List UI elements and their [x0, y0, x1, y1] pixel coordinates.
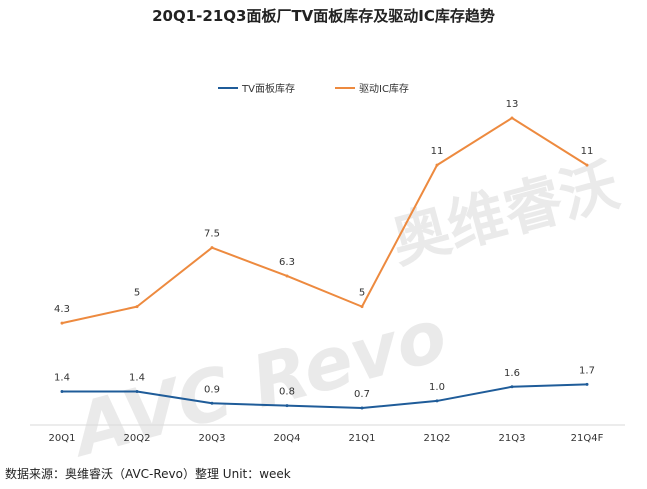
legend-label-tv-panel: TV面板库存	[241, 82, 295, 95]
data-label-driver-ic: 5	[134, 288, 140, 299]
data-point-driver-ic	[60, 321, 64, 325]
x-tick-label: 21Q2	[424, 433, 451, 444]
data-label-tv-panel: 1.7	[579, 365, 595, 376]
x-tick-label: 21Q3	[499, 433, 526, 444]
x-tick-label: 21Q4F	[571, 433, 604, 444]
x-tick-label: 20Q3	[199, 433, 226, 444]
data-label-tv-panel: 1.4	[129, 372, 145, 383]
data-point-driver-ic	[285, 274, 289, 278]
data-point-tv-panel	[360, 406, 364, 410]
data-point-driver-ic	[435, 163, 439, 167]
data-label-tv-panel: 1.4	[54, 372, 70, 383]
data-label-tv-panel: 1.6	[504, 368, 520, 379]
series-line-tv-panel	[62, 383, 588, 409]
data-label-tv-panel: 0.7	[354, 389, 370, 400]
svg-text:奥维睿沃: 奥维睿沃	[384, 150, 626, 276]
data-point-tv-panel	[210, 401, 214, 405]
data-label-tv-panel: 0.9	[204, 384, 220, 395]
data-point-tv-panel	[60, 389, 64, 393]
x-tick-label: 20Q2	[124, 433, 151, 444]
x-tick-label: 21Q1	[349, 433, 376, 444]
legend-label-driver-ic: 驱动IC库存	[359, 82, 409, 95]
data-point-driver-ic	[360, 305, 364, 309]
data-point-driver-ic	[510, 116, 514, 120]
source-note: 数据来源：奥维睿沃（AVC-Revo）整理 Unit：week	[5, 467, 291, 481]
data-point-tv-panel	[510, 385, 514, 389]
data-label-driver-ic: 5	[359, 288, 365, 299]
data-label-driver-ic: 6.3	[279, 257, 295, 268]
data-label-driver-ic: 4.3	[54, 304, 70, 315]
data-point-tv-panel	[435, 399, 439, 403]
data-label-tv-panel: 1.0	[429, 382, 445, 393]
data-point-driver-ic	[135, 305, 139, 309]
x-tick-label: 20Q4	[274, 433, 301, 444]
svg-text:AVC Revo: AVC Revo	[60, 292, 455, 473]
data-point-tv-panel	[285, 404, 289, 408]
data-point-tv-panel	[135, 389, 139, 393]
data-point-tv-panel	[585, 382, 589, 386]
x-tick-label: 20Q1	[49, 433, 76, 444]
data-point-driver-ic	[210, 246, 214, 250]
data-label-driver-ic: 11	[431, 146, 444, 157]
series-line-driver-ic	[61, 116, 588, 325]
data-point-driver-ic	[585, 163, 589, 167]
data-label-driver-ic: 11	[581, 146, 594, 157]
data-label-driver-ic: 7.5	[204, 229, 220, 240]
data-label-driver-ic: 13	[506, 99, 519, 110]
chart-title: 20Q1-21Q3面板厂TV面板库存及驱动IC库存趋势	[152, 7, 495, 25]
data-label-tv-panel: 0.8	[279, 387, 295, 398]
chart-legend: TV面板库存 驱动IC库存	[218, 82, 409, 95]
